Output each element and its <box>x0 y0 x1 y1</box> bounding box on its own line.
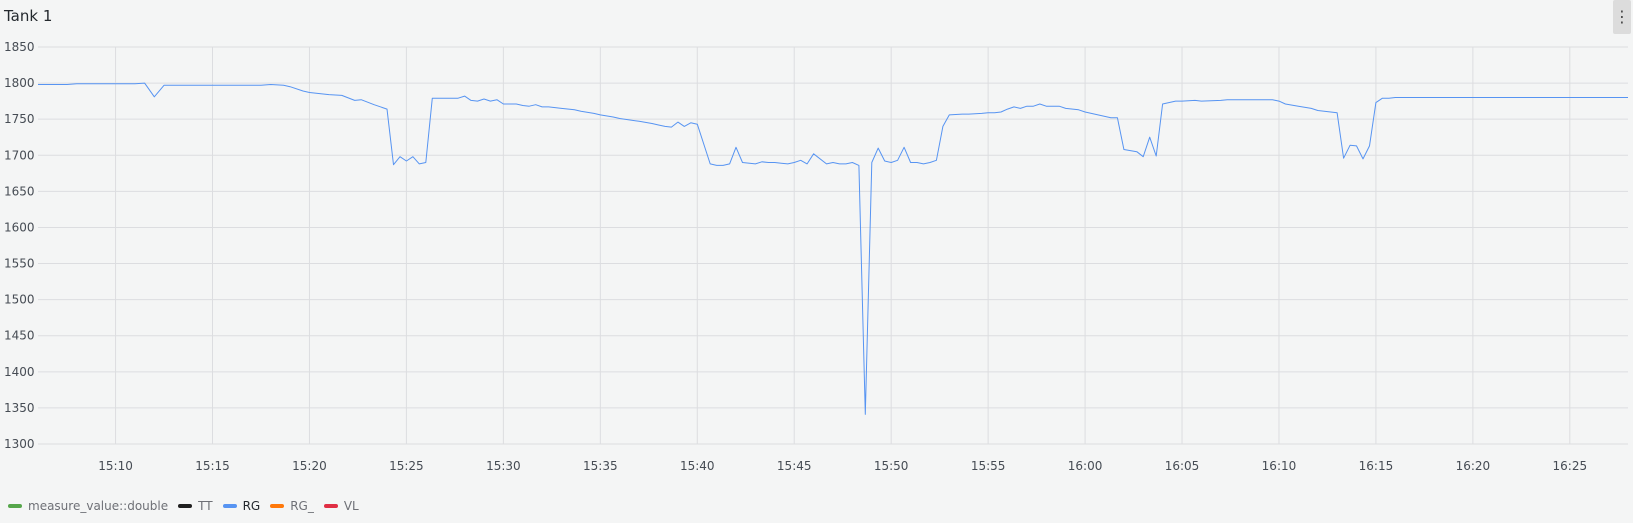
y-tick-label: 1500 <box>4 293 35 307</box>
y-tick-label: 1350 <box>4 401 35 415</box>
x-tick-label: 16:10 <box>1262 459 1297 473</box>
x-tick-label: 16:15 <box>1359 459 1394 473</box>
y-tick-label: 1550 <box>4 257 35 271</box>
legend-label: RG <box>242 499 261 513</box>
panel-title: Tank 1 <box>4 7 53 25</box>
x-tick-label: 15:35 <box>583 459 618 473</box>
more-vertical-icon[interactable]: ⋮ <box>1613 0 1631 34</box>
legend-item-vl[interactable]: VL <box>323 499 359 513</box>
y-tick-label: 1450 <box>4 329 35 343</box>
legend-item-rg[interactable]: RG <box>222 499 261 513</box>
x-tick-label: 15:45 <box>777 459 812 473</box>
y-tick-label: 1700 <box>4 148 35 162</box>
x-tick-label: 16:20 <box>1456 459 1491 473</box>
y-tick-label: 1400 <box>4 365 35 379</box>
y-tick-label: 1300 <box>4 437 35 451</box>
chart-area: 1300 1350 1400 1450 1500 1550 1600 1650 1700 1750… <box>4 40 1628 473</box>
legend-item-measure-value[interactable]: measure_value::double <box>8 499 168 513</box>
legend-label: TT <box>198 499 213 513</box>
x-tick-label: 15:30 <box>486 459 521 473</box>
legend-item-tt[interactable]: TT <box>178 499 213 513</box>
y-tick-label: 1600 <box>4 220 35 234</box>
legend-swatch <box>270 504 285 508</box>
x-tick-label: 15:55 <box>971 459 1006 473</box>
x-tick-label: 15:40 <box>680 459 715 473</box>
x-tick-label: 15:15 <box>195 459 230 473</box>
legend-swatch <box>323 504 338 508</box>
y-tick-label: 1750 <box>4 112 35 126</box>
legend-label: RG_ <box>290 499 314 513</box>
legend-swatch <box>178 504 193 508</box>
legend-label: measure_value::double <box>28 499 169 513</box>
y-tick-label: 1850 <box>4 40 35 54</box>
series-line-rg <box>38 82 1628 415</box>
x-tick-label: 15:20 <box>292 459 327 473</box>
legend-item-rg-underscore[interactable]: RG_ <box>270 499 314 513</box>
x-tick-label: 15:50 <box>874 459 909 473</box>
x-tick-label: 15:10 <box>98 459 133 473</box>
y-tick-label: 1800 <box>4 76 35 90</box>
x-tick-label: 15:25 <box>389 459 424 473</box>
y-tick-label: 1650 <box>4 184 35 198</box>
legend-label: VL <box>343 499 359 513</box>
x-tick-label: 16:25 <box>1553 459 1588 473</box>
x-tick-label: 16:00 <box>1068 459 1103 473</box>
legend-swatch <box>222 504 237 508</box>
x-tick-label: 16:05 <box>1165 459 1200 473</box>
legend-swatch <box>8 504 22 508</box>
line-chart: 1300 1350 1400 1450 1500 1550 1600 1650 1700 1750… <box>4 40 1628 473</box>
legend: measure_value::double TT RG RG_ VL <box>8 496 369 516</box>
